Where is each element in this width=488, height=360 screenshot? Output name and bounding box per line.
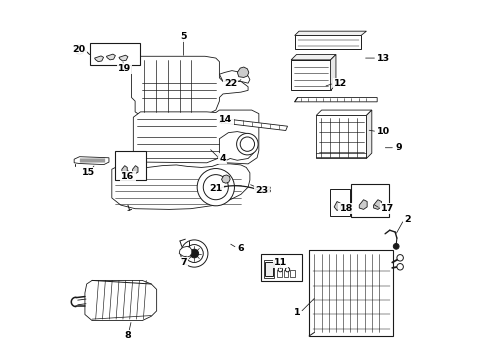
Circle shape [285,267,289,272]
Polygon shape [132,166,138,174]
Text: 2: 2 [403,215,410,224]
Circle shape [396,255,403,261]
Text: 23: 23 [255,186,268,195]
Polygon shape [290,54,335,60]
Polygon shape [133,110,258,164]
Circle shape [396,264,403,270]
Text: 5: 5 [180,32,186,41]
Polygon shape [316,116,366,158]
Polygon shape [333,202,340,211]
Polygon shape [221,175,230,183]
Bar [284,270,287,277]
Text: 9: 9 [394,143,401,152]
Text: 11: 11 [273,258,286,267]
Polygon shape [316,110,371,116]
Polygon shape [294,98,376,102]
Bar [294,36,360,49]
Text: 15: 15 [82,168,95,177]
Circle shape [197,168,234,206]
Bar [351,184,388,217]
Polygon shape [131,56,247,116]
Text: 4: 4 [219,154,225,163]
Text: 1: 1 [293,308,300,317]
Polygon shape [119,55,128,61]
Circle shape [185,244,203,262]
Polygon shape [330,54,335,90]
Bar [89,43,140,65]
Polygon shape [112,164,249,210]
Text: 18: 18 [339,204,352,213]
Circle shape [392,243,398,249]
Polygon shape [106,54,115,60]
Bar [308,250,392,336]
Polygon shape [219,118,287,131]
Text: 17: 17 [380,204,393,213]
Circle shape [180,240,207,267]
Polygon shape [359,200,366,210]
Text: 8: 8 [124,332,131,341]
Polygon shape [366,110,371,158]
Bar [115,150,145,180]
Text: 20: 20 [72,45,85,54]
Bar [290,60,330,90]
Text: 3: 3 [264,186,270,195]
Bar [260,254,301,281]
Text: 16: 16 [121,172,134,181]
Polygon shape [294,31,366,36]
Bar [277,270,281,277]
Circle shape [240,137,254,151]
Text: 10: 10 [376,127,389,136]
Text: 14: 14 [219,114,232,123]
Text: 12: 12 [333,79,346,88]
Text: 7: 7 [180,258,186,267]
Text: 19: 19 [118,64,131,73]
Circle shape [236,134,258,155]
Polygon shape [237,67,248,77]
Polygon shape [219,71,249,83]
Polygon shape [373,200,381,210]
Circle shape [190,249,198,258]
Polygon shape [94,56,103,62]
Circle shape [203,175,228,200]
Polygon shape [74,157,109,165]
Bar [290,270,294,277]
Circle shape [75,45,84,54]
Bar [264,260,274,278]
Text: 6: 6 [237,244,244,253]
Bar [265,262,273,276]
Text: 21: 21 [209,184,223,193]
Polygon shape [85,280,156,320]
Polygon shape [122,166,127,174]
Circle shape [278,267,282,272]
Text: 22: 22 [224,79,237,88]
Text: 13: 13 [376,54,389,63]
Bar [329,189,349,216]
Polygon shape [179,246,191,257]
